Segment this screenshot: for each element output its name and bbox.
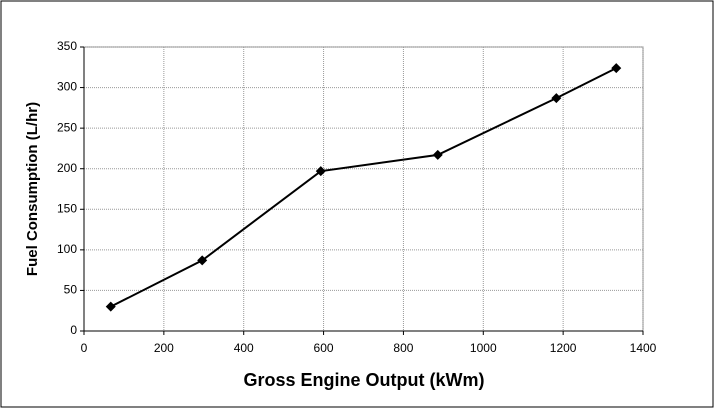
data-point <box>551 93 562 104</box>
y-tick-label: 0 <box>70 323 77 337</box>
x-tick-label: 1200 <box>550 341 577 355</box>
y-tick-label: 200 <box>57 161 77 175</box>
x-tick-label: 800 <box>393 341 413 355</box>
x-axis-title: Gross Engine Output (kWm) <box>244 370 485 390</box>
data-point <box>315 166 326 177</box>
y-tick-label: 350 <box>57 39 77 53</box>
y-tick-label: 250 <box>57 120 77 134</box>
y-tick-label: 50 <box>64 283 78 297</box>
data-point <box>197 255 208 266</box>
x-tick-label: 0 <box>81 341 88 355</box>
data-point <box>432 149 443 160</box>
data-point <box>611 63 622 74</box>
data-point <box>105 301 116 312</box>
x-tick-label: 400 <box>234 341 254 355</box>
x-tick-label: 200 <box>154 341 174 355</box>
y-axis-title: Fuel Consumption (L/hr) <box>24 102 41 276</box>
y-tick-label: 100 <box>57 242 77 256</box>
y-tick-label: 150 <box>57 201 77 215</box>
data-line <box>110 67 617 308</box>
x-tick-label: 600 <box>314 341 334 355</box>
x-tick-label: 1000 <box>470 341 497 355</box>
y-tick-label: 300 <box>57 80 77 94</box>
plot-area <box>83 46 644 332</box>
x-tick-label: 1400 <box>630 341 657 355</box>
